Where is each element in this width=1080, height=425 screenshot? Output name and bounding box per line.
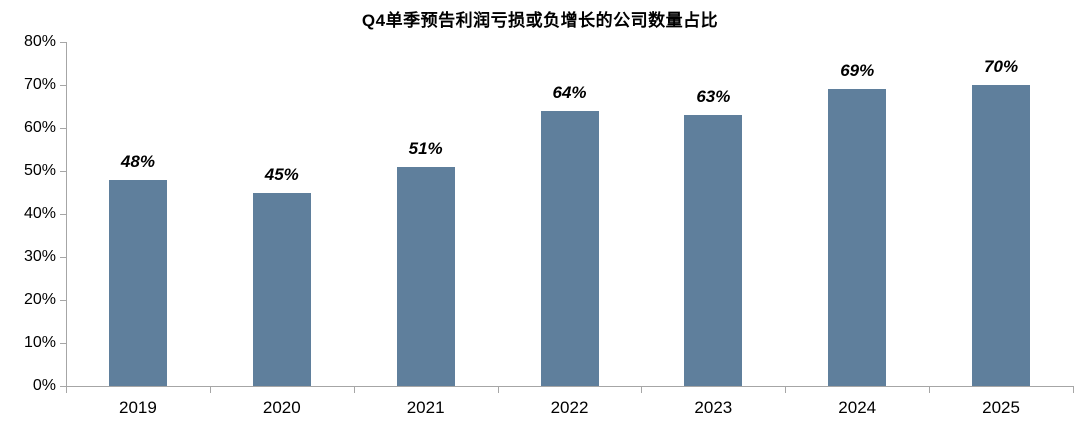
x-axis-tick	[929, 387, 931, 393]
y-axis-tick	[60, 257, 66, 258]
y-axis-tick	[60, 42, 66, 43]
x-axis-label-2025: 2025	[982, 398, 1020, 417]
x-axis-tick	[641, 387, 643, 393]
y-axis-tick	[60, 343, 66, 344]
y-axis-label: 30%	[23, 248, 56, 265]
x-axis-tick	[353, 387, 355, 393]
bar-2022	[540, 110, 599, 386]
x-axis-label-2021: 2021	[406, 398, 445, 417]
x-axis-label-2020: 2020	[262, 398, 301, 417]
y-axis-label: 60%	[23, 119, 56, 136]
bar-value-label: 48%	[120, 151, 155, 171]
y-axis-label: 10%	[23, 334, 56, 351]
bar-2023	[684, 115, 743, 386]
x-axis-tick	[497, 387, 499, 393]
x-axis-tick	[1073, 387, 1074, 393]
y-axis-tick	[60, 214, 66, 215]
x-axis-tick	[209, 387, 211, 393]
x-axis-label-2023: 2023	[694, 398, 733, 417]
y-axis-label: 0%	[32, 377, 56, 394]
x-axis-line	[66, 386, 1074, 387]
bar-value-label: 45%	[264, 164, 299, 184]
bar-value-label: 64%	[552, 82, 587, 102]
bar-value-label: 69%	[840, 61, 875, 81]
y-axis-label: 50%	[23, 162, 56, 179]
bar-2024	[828, 89, 887, 386]
bar-2020	[252, 192, 311, 386]
y-axis-label: 70%	[23, 76, 56, 93]
y-axis-tick	[60, 386, 66, 387]
bar-2025	[972, 85, 1031, 386]
y-axis-label: 40%	[23, 205, 56, 222]
x-axis-label-2022: 2022	[550, 398, 589, 417]
y-axis-tick	[60, 128, 66, 129]
y-axis-line	[66, 42, 67, 390]
x-axis-tick	[785, 387, 787, 393]
x-axis-tick	[66, 387, 67, 393]
x-axis-label-2019: 2019	[119, 398, 157, 417]
bar-2019	[108, 179, 167, 386]
y-axis-tick	[60, 85, 66, 86]
bar-value-label: 51%	[408, 138, 443, 158]
chart-title: Q4单季预告利润亏损或负增长的公司数量占比	[361, 11, 719, 30]
bar-value-label: 63%	[696, 87, 731, 107]
y-axis-tick	[60, 300, 66, 301]
y-axis-label: 80%	[23, 33, 56, 50]
y-axis-label: 20%	[23, 291, 56, 308]
y-axis-tick	[60, 171, 66, 172]
x-axis-label-2024: 2024	[838, 398, 877, 417]
bar-2021	[396, 166, 455, 386]
bar-value-label: 70%	[984, 57, 1019, 76]
